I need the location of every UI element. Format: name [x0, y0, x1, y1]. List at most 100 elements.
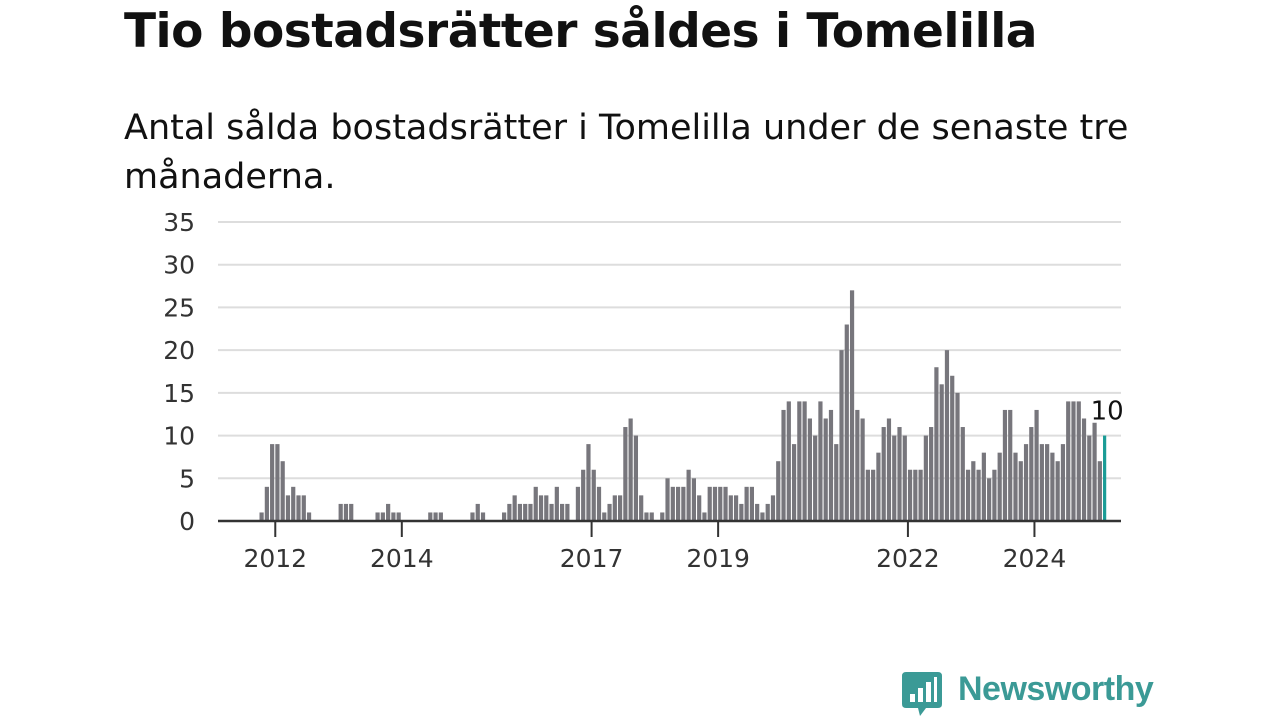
bar [528, 503, 533, 521]
bar [644, 512, 649, 521]
bar [923, 435, 928, 521]
bar [480, 512, 486, 521]
bar [396, 512, 401, 521]
bar [280, 461, 285, 521]
bar [865, 469, 870, 521]
bar [765, 503, 770, 521]
bar [749, 486, 754, 521]
bar [338, 503, 343, 521]
chart-subtitle: Antal sålda bostadsrätter i Tomelilla un… [124, 108, 1129, 197]
bar [907, 469, 913, 521]
x-tick-label: 2017 [560, 544, 624, 573]
bar [886, 418, 892, 521]
bar [475, 503, 480, 521]
bar [1071, 401, 1076, 521]
bar [934, 367, 939, 521]
bar [1045, 444, 1050, 521]
bar [1066, 401, 1071, 521]
bar [438, 512, 443, 521]
bar [670, 486, 675, 521]
bar [649, 512, 654, 521]
bar [739, 503, 744, 521]
bar [264, 486, 269, 521]
brand-name: Newsworthy [958, 670, 1154, 708]
bar [1055, 461, 1060, 521]
bar [507, 503, 512, 521]
bar [296, 495, 301, 521]
bar [628, 418, 633, 521]
bar [960, 427, 965, 521]
bar [855, 409, 860, 521]
bar [881, 427, 886, 521]
bar [828, 409, 834, 521]
bar [665, 478, 670, 521]
bar [1034, 409, 1039, 521]
bar [681, 486, 686, 521]
bar [428, 512, 433, 521]
bar [918, 469, 923, 521]
bar [275, 444, 280, 521]
bar [575, 486, 581, 521]
bar [965, 469, 971, 521]
bar-highlight [1103, 435, 1107, 521]
bar [596, 486, 602, 521]
x-tick-label: 2024 [1003, 544, 1067, 573]
bar [470, 512, 475, 521]
y-tick-label: 35 [163, 208, 195, 237]
bar [380, 512, 385, 521]
y-axis: 0 5 10 15 20 25 30 35 [163, 208, 195, 536]
bar [944, 350, 950, 521]
bar [707, 486, 712, 521]
x-tick-label: 2014 [370, 544, 434, 573]
last-value-label: 10 [1091, 397, 1124, 427]
x-tick-label: 2012 [243, 544, 307, 573]
bar [723, 486, 728, 521]
y-tick-label: 20 [163, 336, 195, 365]
bar [755, 503, 760, 521]
bar [349, 503, 354, 521]
bar [786, 401, 791, 521]
bar [565, 503, 570, 521]
bar [976, 469, 981, 521]
bar [544, 495, 549, 521]
bar [929, 427, 934, 521]
bar [992, 469, 997, 521]
bar [728, 495, 733, 521]
bar [612, 495, 617, 521]
bar [902, 435, 907, 521]
bar [1060, 444, 1066, 521]
bar [386, 503, 391, 521]
bar [1050, 452, 1055, 521]
bar [1087, 435, 1092, 521]
bar [607, 503, 612, 521]
bar [776, 461, 781, 521]
bar [686, 469, 691, 521]
y-tick-label: 25 [163, 293, 195, 322]
bar [939, 384, 944, 521]
bar [1039, 444, 1044, 521]
bar [391, 512, 396, 521]
bar [502, 512, 507, 521]
bar [1029, 427, 1034, 521]
bar [913, 469, 918, 521]
y-tick-label: 10 [163, 422, 195, 451]
bar [791, 444, 797, 521]
bar [718, 486, 723, 521]
bar [987, 478, 992, 521]
bar [839, 350, 844, 521]
bar [675, 486, 681, 521]
bar [586, 444, 591, 521]
bar [823, 418, 828, 521]
bar [602, 512, 607, 521]
bar [623, 427, 628, 521]
bar [285, 495, 291, 521]
bar [1008, 409, 1013, 521]
bar [270, 444, 275, 521]
bar [1081, 418, 1087, 521]
bar [1018, 461, 1023, 521]
y-tick-label: 30 [163, 251, 195, 280]
bar [844, 324, 849, 521]
bar [560, 503, 565, 521]
bars [259, 290, 1107, 521]
bar [618, 495, 623, 521]
